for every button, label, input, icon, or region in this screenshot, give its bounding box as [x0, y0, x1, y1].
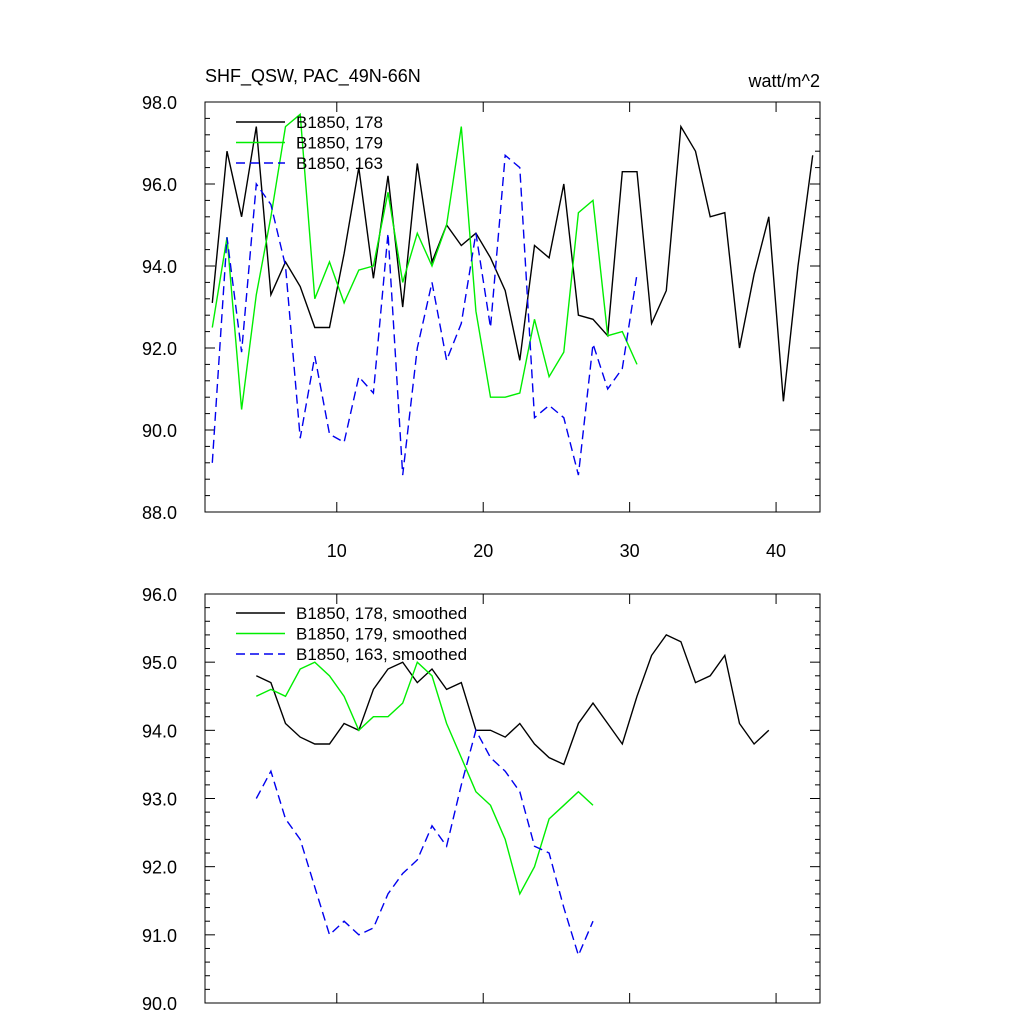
y-tick-label: 93.0: [142, 790, 177, 810]
y-tick-label: 90.0: [142, 994, 177, 1014]
y-tick-label: 94.0: [142, 257, 177, 277]
series-line-2: [255, 728, 594, 958]
y-tick-label: 92.0: [142, 858, 177, 878]
legend-label: B1850, 178, smoothed: [296, 604, 467, 623]
legend-label: B1850, 179, smoothed: [296, 625, 467, 644]
series-line-0: [211, 124, 814, 402]
series-line-2: [211, 153, 638, 476]
legend-label: B1850, 179: [296, 134, 383, 153]
y-tick-label: 91.0: [142, 926, 177, 946]
y-tick-label: 96.0: [142, 175, 177, 195]
y-tick-label: 92.0: [142, 339, 177, 359]
units-label: watt/m^2: [748, 71, 820, 91]
plot-frame: [204, 101, 821, 513]
series-line-1: [211, 112, 638, 410]
chart-title: SHF_QSW, PAC_49N-66N: [205, 66, 421, 87]
top-panel: 88.0 90.0 92.0 94.0 96.0 98.0 10 20 30 40 B1850, 1…: [142, 93, 821, 561]
legend-label: B1850, 178: [296, 113, 383, 132]
y-tick-label: 98.0: [142, 93, 177, 113]
bottom-panel: 90.0 91.0 92.0 93.0 94.0 95.0 96.0 B1850, 178, …: [142, 585, 821, 1014]
series-line-1: [256, 660, 594, 896]
x-tick-label: 10: [327, 541, 347, 561]
legend-label: B1850, 163, smoothed: [296, 645, 467, 664]
x-tick-label: 20: [473, 541, 493, 561]
legend-label: B1850, 163: [296, 154, 383, 173]
y-tick-label: 95.0: [142, 653, 177, 673]
x-tick-label: 30: [620, 541, 640, 561]
series-line-0: [256, 634, 770, 766]
y-tick-label: 94.0: [142, 721, 177, 741]
y-tick-label: 96.0: [142, 585, 177, 605]
y-tick-label: 88.0: [142, 503, 177, 523]
x-tick-label: 40: [766, 541, 786, 561]
y-tick-label: 90.0: [142, 421, 177, 441]
